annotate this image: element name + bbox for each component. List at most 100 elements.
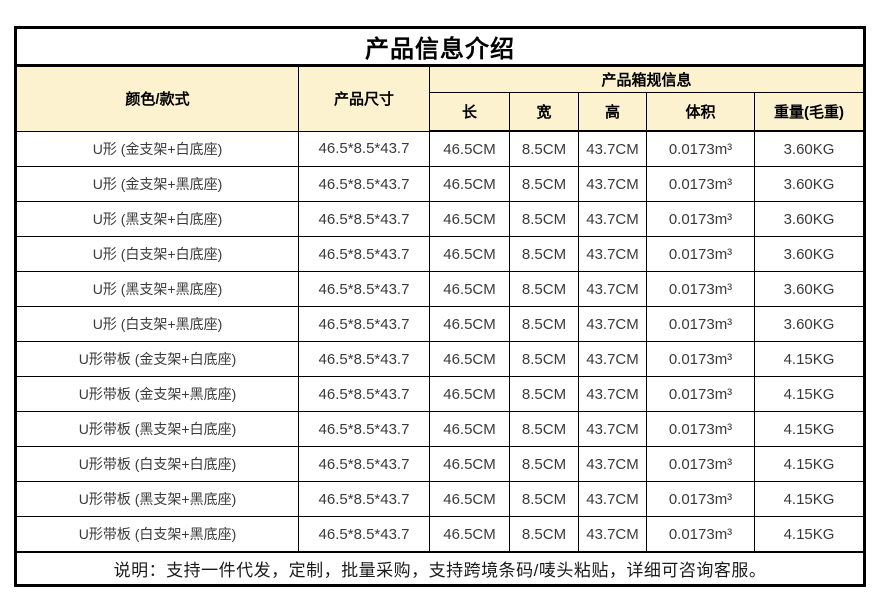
cell-volume: 0.0173m³ <box>646 271 755 307</box>
cell-height: 43.7CM <box>578 130 647 167</box>
cell-style: U形带板 (白支架+白底座) <box>15 446 299 482</box>
cell-size: 46.5*8.5*43.7 <box>298 341 430 377</box>
cell-volume: 0.0173m³ <box>646 201 755 237</box>
table-row: U形带板 (白支架+白底座) 46.5*8.5*43.7 46.5CM 8.5C… <box>15 446 866 482</box>
cell-length: 46.5CM <box>429 376 510 412</box>
column-header-box-group: 产品箱规信息 <box>428 65 866 93</box>
cell-weight: 4.15KG <box>753 341 866 377</box>
cell-width: 8.5CM <box>509 306 579 342</box>
cell-volume: 0.0173m³ <box>646 516 755 553</box>
table-row: U形带板 (金支架+黑底座) 46.5*8.5*43.7 46.5CM 8.5C… <box>15 376 866 412</box>
cell-size: 46.5*8.5*43.7 <box>298 201 430 237</box>
cell-style: U形 (白支架+白底座) <box>15 236 299 272</box>
cell-style: U形带板 (金支架+白底座) <box>15 341 299 377</box>
cell-length: 46.5CM <box>429 516 510 553</box>
cell-height: 43.7CM <box>578 271 647 307</box>
cell-style: U形 (黑支架+白底座) <box>15 201 299 237</box>
table-row: U形带板 (黑支架+白底座) 46.5*8.5*43.7 46.5CM 8.5C… <box>15 411 866 447</box>
header-row-columns: 长 宽 高 体积 重量(毛重) <box>16 92 866 132</box>
cell-weight: 4.15KG <box>753 376 866 412</box>
cell-volume: 0.0173m³ <box>646 376 755 412</box>
note-row: 说明：支持一件代发，定制，批量采购，支持跨境条码/唛头粘贴，详细可咨询客服。 <box>14 551 866 586</box>
page-title: 产品信息介绍 <box>14 27 866 67</box>
cell-weight: 4.15KG <box>753 516 866 553</box>
cell-width: 8.5CM <box>509 236 579 272</box>
cell-weight: 4.15KG <box>753 481 866 517</box>
column-header-style: 颜色/款式 <box>15 65 299 132</box>
cell-weight: 4.15KG <box>753 446 866 482</box>
cell-volume: 0.0173m³ <box>646 481 755 517</box>
cell-size: 46.5*8.5*43.7 <box>298 306 430 342</box>
cell-height: 43.7CM <box>578 411 647 447</box>
cell-width: 8.5CM <box>509 271 579 307</box>
cell-style: U形带板 (白支架+黑底座) <box>15 516 299 553</box>
cell-width: 8.5CM <box>509 481 579 517</box>
cell-weight: 3.60KG <box>753 130 866 167</box>
cell-size: 46.5*8.5*43.7 <box>298 376 430 412</box>
column-header-size: 产品尺寸 <box>298 65 430 132</box>
column-header-width: 宽 <box>509 92 579 132</box>
note-text: 说明：支持一件代发，定制，批量采购，支持跨境条码/唛头粘贴，详细可咨询客服。 <box>14 551 866 586</box>
column-header-height: 高 <box>578 92 647 132</box>
cell-height: 43.7CM <box>578 201 647 237</box>
cell-weight: 3.60KG <box>753 306 866 342</box>
table-row: U形 (白支架+白底座) 46.5*8.5*43.7 46.5CM 8.5CM … <box>15 236 866 272</box>
cell-width: 8.5CM <box>509 166 579 202</box>
title-row: 产品信息介绍 <box>14 27 866 67</box>
column-header-length: 长 <box>429 92 510 132</box>
table-row: U形 (黑支架+白底座) 46.5*8.5*43.7 46.5CM 8.5CM … <box>15 201 866 237</box>
cell-height: 43.7CM <box>578 446 647 482</box>
cell-style: U形 (金支架+白底座) <box>15 130 299 167</box>
cell-weight: 3.60KG <box>753 201 866 237</box>
cell-style: U形带板 (金支架+黑底座) <box>15 376 299 412</box>
cell-width: 8.5CM <box>509 411 579 447</box>
cell-length: 46.5CM <box>429 481 510 517</box>
cell-length: 46.5CM <box>429 236 510 272</box>
table-row: U形 (金支架+白底座) 46.5*8.5*43.7 46.5CM 8.5CM … <box>15 130 866 167</box>
cell-width: 8.5CM <box>509 516 579 553</box>
header-row-group: 颜色/款式 产品尺寸 产品箱规信息 <box>15 65 866 132</box>
cell-width: 8.5CM <box>509 341 579 377</box>
cell-height: 43.7CM <box>578 376 647 412</box>
column-header-volume: 体积 <box>646 92 755 132</box>
cell-weight: 3.60KG <box>753 166 866 202</box>
cell-length: 46.5CM <box>429 306 510 342</box>
cell-style: U形 (金支架+黑底座) <box>15 166 299 202</box>
cell-height: 43.7CM <box>578 516 647 553</box>
product-info-table: 产品信息介绍 颜色/款式 产品尺寸 产品箱规信息 长 宽 高 体积 重量(毛重)… <box>14 26 867 587</box>
table-row: U形带板 (白支架+黑底座) 46.5*8.5*43.7 46.5CM 8.5C… <box>15 516 866 553</box>
cell-style: U形 (白支架+黑底座) <box>15 306 299 342</box>
column-header-weight: 重量(毛重) <box>753 92 866 132</box>
table-row: U形 (金支架+黑底座) 46.5*8.5*43.7 46.5CM 8.5CM … <box>15 166 866 202</box>
cell-volume: 0.0173m³ <box>646 306 755 342</box>
cell-length: 46.5CM <box>429 411 510 447</box>
cell-volume: 0.0173m³ <box>646 130 755 167</box>
cell-size: 46.5*8.5*43.7 <box>298 411 430 447</box>
cell-size: 46.5*8.5*43.7 <box>298 130 430 167</box>
cell-volume: 0.0173m³ <box>646 166 755 202</box>
table-row: U形 (黑支架+黑底座) 46.5*8.5*43.7 46.5CM 8.5CM … <box>15 271 866 307</box>
cell-length: 46.5CM <box>429 271 510 307</box>
cell-width: 8.5CM <box>509 376 579 412</box>
cell-length: 46.5CM <box>429 446 510 482</box>
cell-style: U形带板 (黑支架+黑底座) <box>15 481 299 517</box>
cell-size: 46.5*8.5*43.7 <box>298 166 430 202</box>
cell-length: 46.5CM <box>429 341 510 377</box>
cell-style: U形 (黑支架+黑底座) <box>15 271 299 307</box>
cell-height: 43.7CM <box>578 481 647 517</box>
cell-weight: 4.15KG <box>753 411 866 447</box>
cell-size: 46.5*8.5*43.7 <box>298 236 430 272</box>
table-row: U形带板 (黑支架+黑底座) 46.5*8.5*43.7 46.5CM 8.5C… <box>15 481 866 517</box>
cell-height: 43.7CM <box>578 166 647 202</box>
cell-length: 46.5CM <box>429 130 510 167</box>
cell-volume: 0.0173m³ <box>646 341 755 377</box>
table-row: U形 (白支架+黑底座) 46.5*8.5*43.7 46.5CM 8.5CM … <box>15 306 866 342</box>
cell-length: 46.5CM <box>429 166 510 202</box>
cell-style: U形带板 (黑支架+白底座) <box>15 411 299 447</box>
cell-size: 46.5*8.5*43.7 <box>298 271 430 307</box>
cell-height: 43.7CM <box>578 236 647 272</box>
cell-width: 8.5CM <box>509 130 579 167</box>
cell-size: 46.5*8.5*43.7 <box>298 481 430 517</box>
cell-volume: 0.0173m³ <box>646 411 755 447</box>
